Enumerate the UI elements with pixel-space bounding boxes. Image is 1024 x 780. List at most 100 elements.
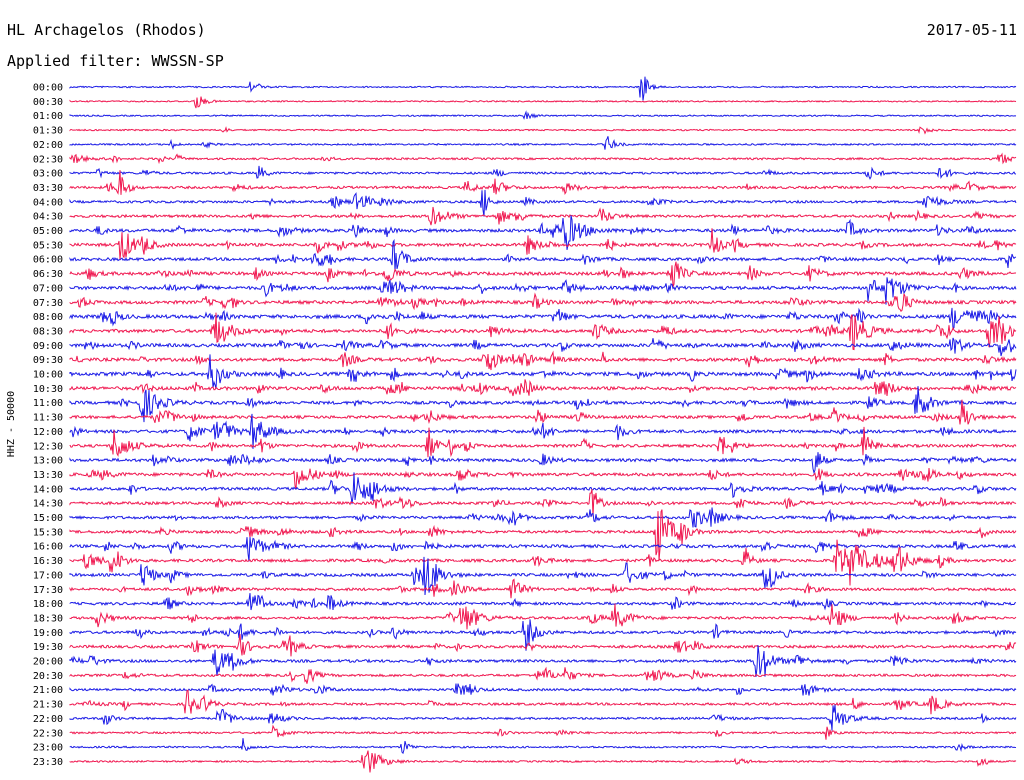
trace-0730 bbox=[69, 292, 1017, 312]
trace-0130 bbox=[69, 126, 1017, 135]
trace-1100 bbox=[69, 386, 1017, 423]
trace-0400 bbox=[69, 189, 1017, 217]
tick-label-1100: 11:00 bbox=[33, 398, 63, 409]
time-tick-labels: 00:00 00:30 01:00 01:30 02:00 02:30 03:00 03:30… bbox=[33, 83, 63, 768]
tick-label-1800: 18:00 bbox=[33, 599, 63, 610]
tick-label-2130: 21:30 bbox=[33, 700, 63, 711]
tick-label-1930: 19:30 bbox=[33, 642, 63, 653]
trace-1900 bbox=[69, 619, 1017, 651]
trace-1000 bbox=[69, 354, 1017, 389]
trace-2330 bbox=[69, 750, 1017, 773]
trace-1800 bbox=[69, 593, 1017, 611]
trace-1430 bbox=[69, 489, 1017, 517]
tick-label-1530: 15:30 bbox=[33, 527, 63, 538]
trace-0900 bbox=[69, 337, 1017, 357]
trace-1630 bbox=[69, 539, 1017, 586]
tick-label-1430: 14:30 bbox=[33, 499, 63, 510]
tick-label-0530: 05:30 bbox=[33, 240, 63, 251]
trace-2230 bbox=[69, 724, 1017, 740]
tick-label-1700: 17:00 bbox=[33, 570, 63, 581]
trace-1300 bbox=[69, 452, 1017, 475]
trace-1700 bbox=[69, 556, 1017, 596]
trace-2000 bbox=[69, 645, 1017, 677]
trace-0530 bbox=[69, 228, 1017, 260]
tick-label-2300: 23:00 bbox=[33, 743, 63, 754]
tick-label-0930: 09:30 bbox=[33, 355, 63, 366]
tick-label-1030: 10:30 bbox=[33, 384, 63, 395]
tick-label-0130: 01:30 bbox=[33, 126, 63, 137]
tick-label-1830: 18:30 bbox=[33, 613, 63, 624]
filter-label: Applied filter: WWSSN-SP bbox=[7, 52, 224, 70]
trace-2100 bbox=[69, 683, 1017, 696]
tick-label-0000: 00:00 bbox=[33, 83, 63, 94]
tick-label-1000: 10:00 bbox=[33, 370, 63, 381]
tick-label-2100: 21:00 bbox=[33, 685, 63, 696]
trace-2200 bbox=[69, 704, 1017, 731]
tick-label-0830: 08:30 bbox=[33, 326, 63, 337]
trace-1330 bbox=[69, 467, 1017, 490]
tick-label-1400: 14:00 bbox=[33, 484, 63, 495]
trace-1400 bbox=[69, 472, 1017, 505]
trace-1600 bbox=[69, 537, 1017, 562]
trace-0330 bbox=[69, 170, 1017, 195]
tick-label-1630: 16:30 bbox=[33, 556, 63, 567]
trace-1830 bbox=[69, 603, 1017, 630]
tick-label-0100: 01:00 bbox=[33, 111, 63, 122]
tick-label-0600: 06:00 bbox=[33, 255, 63, 266]
tick-label-1900: 19:00 bbox=[33, 628, 63, 639]
trace-1730 bbox=[69, 578, 1017, 599]
y-axis-label: HHZ - 50000 bbox=[6, 391, 17, 457]
trace-1230 bbox=[69, 426, 1017, 458]
trace-1500 bbox=[69, 507, 1017, 528]
trace-0630 bbox=[69, 261, 1017, 287]
tick-label-0300: 03:00 bbox=[33, 169, 63, 180]
trace-0030 bbox=[69, 96, 1017, 109]
tick-label-1730: 17:30 bbox=[33, 585, 63, 596]
trace-0800 bbox=[69, 307, 1017, 331]
trace-0500 bbox=[69, 215, 1017, 250]
tick-label-1300: 13:00 bbox=[33, 456, 63, 467]
trace-1030 bbox=[69, 379, 1017, 397]
tick-label-0330: 03:30 bbox=[33, 183, 63, 194]
tick-label-0630: 06:30 bbox=[33, 269, 63, 280]
tick-label-0400: 04:00 bbox=[33, 197, 63, 208]
trace-1930 bbox=[69, 633, 1017, 657]
trace-0000 bbox=[69, 76, 1017, 101]
trace-0600 bbox=[69, 238, 1017, 272]
tick-label-2000: 20:00 bbox=[33, 657, 63, 668]
tick-label-2230: 22:30 bbox=[33, 728, 63, 739]
trace-0830 bbox=[69, 312, 1017, 351]
trace-0230 bbox=[69, 152, 1017, 165]
tick-label-1200: 12:00 bbox=[33, 427, 63, 438]
tick-label-2030: 20:30 bbox=[33, 671, 63, 682]
seismic-traces bbox=[69, 76, 1017, 773]
chart-title: HL Archagelos (Rhodos) bbox=[7, 21, 206, 39]
tick-label-0800: 08:00 bbox=[33, 312, 63, 323]
tick-label-0700: 07:00 bbox=[33, 283, 63, 294]
tick-label-0900: 09:00 bbox=[33, 341, 63, 352]
tick-label-0230: 02:30 bbox=[33, 154, 63, 165]
trace-1130 bbox=[69, 399, 1017, 425]
tick-label-0500: 05:00 bbox=[33, 226, 63, 237]
tick-label-1130: 11:30 bbox=[33, 413, 63, 424]
trace-0100 bbox=[69, 110, 1017, 120]
chart-date: 2017-05-11 bbox=[927, 21, 1017, 39]
trace-2130 bbox=[69, 689, 1017, 715]
tick-label-1230: 12:30 bbox=[33, 441, 63, 452]
tick-label-0030: 00:30 bbox=[33, 97, 63, 108]
trace-2030 bbox=[69, 666, 1017, 684]
tick-label-0430: 04:30 bbox=[33, 212, 63, 223]
tick-label-1500: 15:00 bbox=[33, 513, 63, 524]
tick-label-2330: 23:30 bbox=[33, 757, 63, 768]
trace-0200 bbox=[69, 136, 1017, 150]
tick-label-2200: 22:00 bbox=[33, 714, 63, 725]
trace-0700 bbox=[69, 277, 1017, 305]
trace-0430 bbox=[69, 206, 1017, 226]
trace-0930 bbox=[69, 350, 1017, 371]
trace-1200 bbox=[69, 413, 1017, 449]
trace-0300 bbox=[69, 165, 1017, 180]
tick-label-0730: 07:30 bbox=[33, 298, 63, 309]
tick-label-1330: 13:30 bbox=[33, 470, 63, 481]
tick-label-0200: 02:00 bbox=[33, 140, 63, 151]
